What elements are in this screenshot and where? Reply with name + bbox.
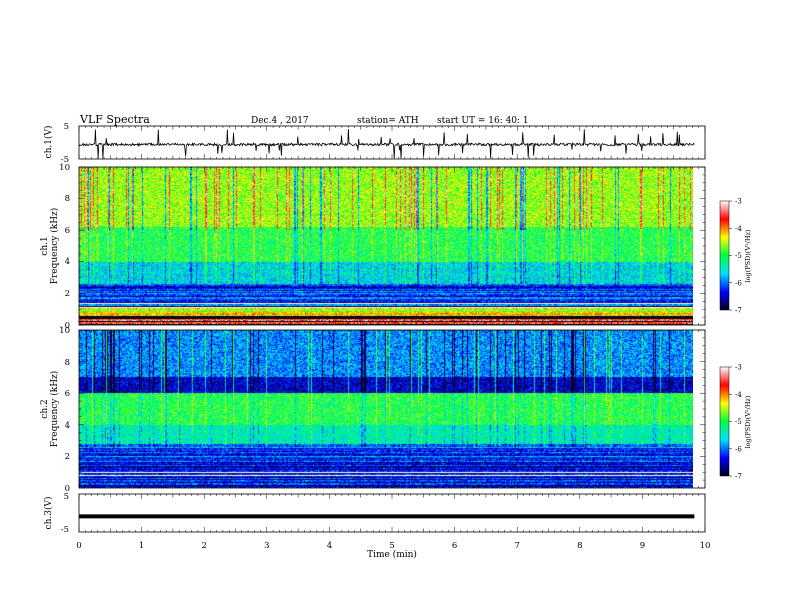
time-axis-tick-0: 0: [76, 541, 81, 551]
ch1-channel-label: ch.1: [40, 236, 50, 255]
ch2-ytick-6: 6: [65, 389, 70, 399]
time-axis-tick-10: 10: [700, 541, 711, 551]
time-axis-tick-7: 7: [514, 541, 519, 551]
panel-ch1-waveform: 5 -5 ch.1(V): [43, 122, 706, 165]
panel-ch3-waveform: 5 -5 ch.3(V): [43, 492, 706, 535]
colorbar-tick-label: -5: [735, 418, 742, 426]
colorbar-ch2-gradient: [720, 367, 729, 476]
ch1-waveform-frame: [78, 125, 706, 160]
ch1-spectrogram-image: [79, 167, 693, 325]
time-axis-tick-3: 3: [264, 541, 269, 551]
panel-ch1-spectrogram: 0 2 4 6 8 10 ch.1 Frequency (kHz): [40, 163, 706, 331]
colorbar-ch1-gradient: [720, 201, 729, 310]
ch3-ytick-minus5: -5: [61, 525, 69, 535]
colorbar-tick-label: -7: [735, 307, 742, 315]
time-axis-tick-2: 2: [201, 541, 206, 551]
colorbar-tick-label: -6: [735, 279, 742, 287]
ch1-voltage-label: ch.1(V): [43, 126, 54, 159]
colorbar-tick-label: -5: [735, 252, 742, 260]
ch2-spectrogram-ticks: [78, 329, 706, 489]
colorbar-tick-label: -4: [735, 225, 742, 233]
ch2-ytick-8: 8: [65, 358, 70, 368]
ch3-voltage-label: ch.3(V): [43, 497, 54, 530]
ch3-ytick-5: 5: [64, 492, 69, 502]
ch2-spectrogram-image: [79, 330, 693, 488]
ch1-waveform-trace: [78, 129, 695, 159]
ch2-ytick-4: 4: [65, 421, 70, 431]
colorbar-ch2-label: log(PSD)(V²/Hz): [744, 395, 752, 448]
ch1-ytick-0: 0: [65, 321, 70, 331]
ch1-ytick-2: 2: [65, 289, 70, 299]
colorbar-ch1-label: log(PSD)(V²/Hz): [744, 229, 752, 282]
colorbar-tick-label: -4: [735, 391, 742, 399]
ch2-ytick-10: 10: [59, 326, 70, 336]
time-axis-tick-8: 8: [577, 541, 582, 551]
time-axis-tick-1: 1: [139, 541, 144, 551]
colorbar-ch2: -3 -4 -5 -6 -7 log(PSD)(V²/Hz): [719, 364, 752, 481]
ch3-waveform-ticks: [78, 494, 706, 532]
time-axis-tick-6: 6: [452, 541, 457, 551]
ch1-ytick-5: 5: [64, 122, 69, 132]
colorbar-ch2-ticks: -3 -4 -5 -6 -7: [729, 364, 742, 481]
colorbar-tick-label: -7: [735, 473, 742, 481]
time-axis-tick-4: 4: [327, 541, 332, 551]
time-axis-tick-5: 5: [389, 541, 394, 551]
time-axis-tick-labels: 0 1 2 3 4 5 6 7 8 9 10: [76, 541, 710, 551]
colorbar-tick-label: -6: [735, 445, 742, 453]
colorbar-ch1: -3 -4 -5 -6 -7 log(PSD)(V²/Hz): [719, 198, 752, 315]
colorbar-tick-label: -3: [735, 198, 742, 206]
header-date: Dec.4 , 2017: [251, 116, 309, 126]
ch1-waveform-ticks: [78, 126, 706, 159]
ch2-freq-tick-labels: 0 2 4 6 8 10: [59, 326, 70, 494]
ch2-ytick-0: 0: [65, 484, 70, 494]
ch3-waveform-frame: [78, 493, 706, 533]
ch1-freq-tick-labels: 0 2 4 6 8 10: [59, 163, 70, 331]
ch1-ytick-10: 10: [59, 163, 70, 173]
ch2-frequency-label: Frequency (kHz): [49, 371, 60, 448]
ch1-ytick-minus5: -5: [61, 155, 69, 165]
time-axis-tick-9: 9: [640, 541, 645, 551]
ch1-ytick-8: 8: [65, 194, 70, 204]
ch1-frequency-label: Frequency (kHz): [49, 208, 60, 285]
colorbar-ch1-ticks: -3 -4 -5 -6 -7: [729, 198, 742, 315]
header-start-time: start UT = 16: 40: 1: [437, 116, 529, 126]
ch2-ytick-2: 2: [65, 452, 70, 462]
ch1-spectrogram-ticks: [78, 166, 706, 326]
ch1-ytick-4: 4: [65, 257, 70, 267]
colorbar-tick-label: -3: [735, 364, 742, 372]
figure-title: VLF Spectra: [79, 113, 150, 126]
header-station: station= ATH: [357, 116, 419, 126]
ch2-channel-label: ch.2: [40, 399, 50, 418]
ch1-ytick-6: 6: [65, 226, 70, 236]
time-axis-label: Time (min): [367, 549, 417, 560]
panel-ch2-spectrogram: 0 2 4 6 8 10 ch.2 Frequency (kHz): [40, 326, 706, 494]
